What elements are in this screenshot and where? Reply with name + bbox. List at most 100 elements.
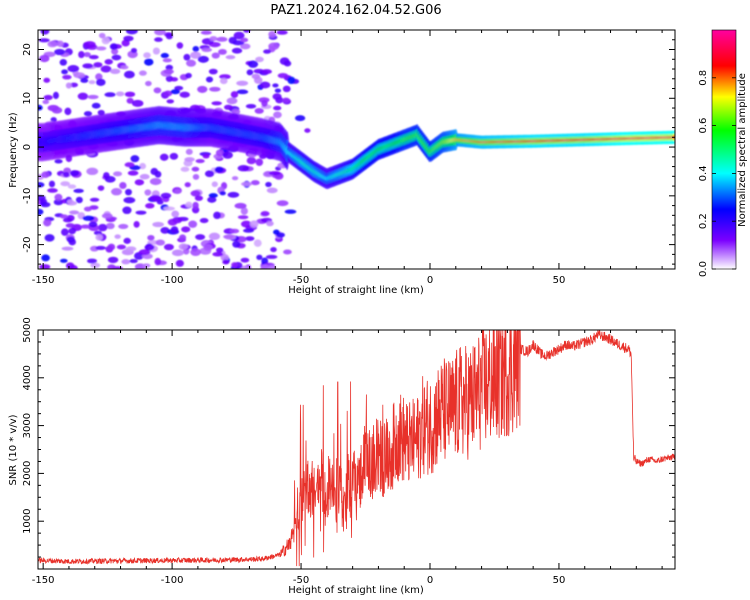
spectrogram-cell <box>268 42 280 50</box>
spectrogram-cell <box>47 40 58 48</box>
spectrogram-cell <box>167 218 178 226</box>
spectrogram-cell <box>272 83 279 88</box>
spectrogram-cell <box>253 239 262 247</box>
spectrogram-cell <box>237 215 249 220</box>
spectrogram-cell <box>208 193 218 198</box>
spectrogram-cell <box>130 155 140 163</box>
spectrogram-cell <box>226 97 238 105</box>
spectrogram-cell <box>222 151 233 159</box>
spectrogram-cell <box>125 188 132 196</box>
spectrogram-cell <box>200 30 212 35</box>
spectrogram-cell <box>263 49 272 54</box>
spectrogram-cell <box>170 226 179 234</box>
spectrogram-cell <box>219 77 228 85</box>
snr-series-line <box>38 330 675 567</box>
spectrogram-cell <box>240 37 249 43</box>
spectrogram-cell <box>274 88 282 93</box>
spectrogram-cell <box>82 63 94 69</box>
spectrogram-blobs <box>38 30 675 269</box>
spectrogram-cell <box>67 184 77 189</box>
spectrogram-cell <box>118 223 129 230</box>
spectrogram-cell <box>273 229 280 235</box>
spectrogram-cell <box>266 220 274 227</box>
spectrogram-cell <box>255 56 264 63</box>
spectrogram-cell <box>116 244 127 250</box>
spectrogram-cell <box>126 97 134 104</box>
spectrogram-cell <box>159 153 169 161</box>
spectrogram-cell <box>144 244 155 251</box>
spectrogram-cell <box>105 222 115 230</box>
spectrogram-cell <box>194 195 203 201</box>
spectrogram-cell <box>225 55 236 60</box>
spectrogram-cell <box>277 73 289 79</box>
spectrogram-cell <box>268 30 277 38</box>
spectrogram-cell <box>243 30 251 33</box>
spectrogram-cell <box>42 99 50 105</box>
spectrogram-cell <box>75 196 83 204</box>
spectrogram-cell <box>201 47 213 53</box>
spectrogram-cell <box>59 214 69 219</box>
spectrogram-cell <box>184 182 191 188</box>
spectrogram-cell <box>246 156 257 165</box>
spectrogram-cell <box>124 91 136 98</box>
spectrogram-cell <box>266 187 278 194</box>
spectrogram-cell <box>169 152 179 160</box>
spectrogram-cell <box>44 234 55 242</box>
spectrogram-cell <box>236 80 249 86</box>
spectrogram-cell <box>216 247 224 253</box>
spectrogram-cell <box>268 171 281 176</box>
spectrogram-cell <box>223 234 234 239</box>
spectrogram-cell <box>251 73 261 80</box>
spectrogram-cell <box>127 170 139 176</box>
snr-y-tick-label: 1000 <box>22 508 33 533</box>
spectrogram-cell <box>260 264 271 269</box>
spectrogram-y-tick-label: 20 <box>22 43 33 56</box>
spectrogram-cell <box>69 210 80 215</box>
spectrogram-cell <box>209 36 218 42</box>
spectrogram-cell <box>171 210 180 218</box>
spectrogram-cell <box>219 74 231 80</box>
spectrogram-cell <box>192 201 199 210</box>
spectrogram-cell <box>160 192 172 199</box>
spectrogram-cell <box>228 36 237 44</box>
spectrogram-cell <box>138 249 151 256</box>
spectrogram-cell <box>97 185 105 191</box>
spectrogram-cell <box>54 159 63 164</box>
spectrogram-cell <box>190 190 201 197</box>
spectrogram-cell <box>223 104 233 110</box>
spectrogram-cell <box>48 180 56 188</box>
snr-x-label: Height of straight line (km) <box>288 585 424 596</box>
spectrogram-cell <box>87 94 99 100</box>
spectrogram-cell <box>180 166 190 172</box>
spectrogram-cell <box>149 194 162 202</box>
spectrogram-cell <box>39 264 51 269</box>
spectrogram-cell <box>100 65 112 73</box>
spectrogram-cell <box>67 65 80 73</box>
spectrogram-cell <box>109 68 121 74</box>
spectrogram-cell <box>276 200 289 207</box>
snr-x-tick-label: -100 <box>161 575 184 586</box>
spectrogram-cell <box>192 173 200 180</box>
spectrogram-y-label: Frequency (Hz) <box>8 112 19 188</box>
spectrogram-cell <box>191 166 200 172</box>
spectrogram-cell <box>111 188 122 196</box>
spectrogram-cell <box>80 224 91 229</box>
spectrogram-cell <box>294 115 306 122</box>
spectrogram-cell <box>93 230 102 236</box>
spectrogram-cell <box>78 50 85 59</box>
spectrogram-cell <box>236 89 249 95</box>
spectrogram-cell <box>163 69 174 75</box>
spectrogram-cell <box>138 70 147 76</box>
spectrogram-cell <box>197 55 209 63</box>
spectrogram-cell <box>176 42 184 49</box>
spectrogram-frame <box>37 29 676 270</box>
spectrogram-cell <box>41 171 50 179</box>
spectrogram-cell <box>183 53 191 61</box>
spectrogram-cell <box>152 47 160 55</box>
spectrogram-cell <box>205 76 214 83</box>
spectrogram-cell <box>250 180 260 186</box>
spectrogram-cell <box>240 207 248 215</box>
spectrogram-cell <box>163 90 173 97</box>
